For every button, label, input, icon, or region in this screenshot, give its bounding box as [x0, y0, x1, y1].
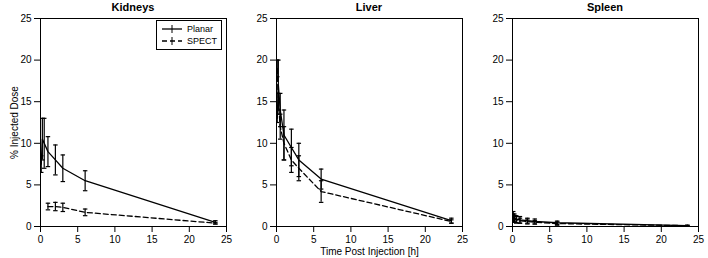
svg-text:20: 20	[256, 54, 268, 65]
svg-text:0: 0	[498, 221, 504, 232]
html-text:Kidneys: Kidneys	[111, 1, 155, 13]
svg-text:10: 10	[109, 234, 121, 245]
svg-text:5: 5	[547, 234, 553, 245]
svg-text:25: 25	[492, 14, 504, 24]
svg-text:15: 15	[619, 234, 631, 245]
svg-text:10: 10	[20, 138, 32, 149]
svg-text:5: 5	[311, 234, 317, 245]
svg-text:20: 20	[656, 234, 668, 245]
svg-text:0: 0	[38, 234, 44, 245]
svg-text:20: 20	[420, 234, 432, 245]
svg-text:25: 25	[221, 234, 233, 245]
html-text:Planar: Planar	[187, 24, 213, 34]
svg-text:0: 0	[26, 221, 32, 232]
svg-text:25: 25	[20, 14, 32, 24]
svg-text:% Injected Dose: % Injected Dose	[9, 86, 20, 159]
svg-text:Time Post Injection [h]: Time Post Injection [h]	[320, 246, 419, 257]
svg-text:5: 5	[75, 234, 81, 245]
svg-text:15: 15	[147, 234, 159, 245]
svg-text:5: 5	[262, 179, 268, 190]
svg-text:10: 10	[492, 138, 504, 149]
svg-text:20: 20	[184, 234, 196, 245]
svg-text:0: 0	[262, 221, 268, 232]
svg-text:10: 10	[256, 138, 268, 149]
svg-text:25: 25	[256, 14, 268, 24]
svg-text:10: 10	[345, 234, 357, 245]
svg-text:25: 25	[693, 234, 705, 245]
svg-text:20: 20	[492, 54, 504, 65]
svg-text:15: 15	[383, 234, 395, 245]
svg-text:20: 20	[20, 54, 32, 65]
svg-text:0: 0	[510, 234, 516, 245]
svg-text:25: 25	[457, 234, 469, 245]
svg-text:15: 15	[20, 96, 32, 107]
svg-text:5: 5	[26, 179, 32, 190]
html-text:SPECT: SPECT	[187, 36, 217, 46]
svg-text:5: 5	[498, 179, 504, 190]
svg-text:15: 15	[256, 96, 268, 107]
svg-text:15: 15	[492, 96, 504, 107]
html-text:Liver: Liver	[355, 1, 383, 13]
svg-text:0: 0	[274, 234, 280, 245]
html-text:Spleen: Spleen	[587, 1, 623, 13]
svg-text:10: 10	[581, 234, 593, 245]
